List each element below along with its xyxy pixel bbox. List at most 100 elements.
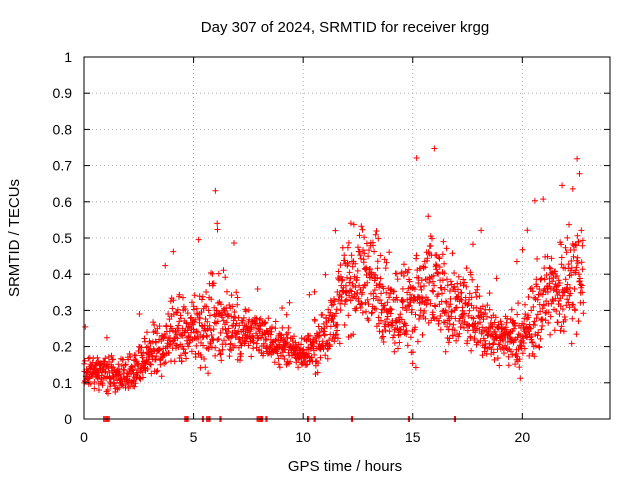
data-point	[367, 266, 374, 272]
data-point	[344, 244, 351, 251]
data-point	[248, 353, 255, 360]
data-point	[250, 345, 257, 352]
data-point	[179, 332, 186, 339]
data-point	[579, 289, 586, 296]
data-point	[488, 346, 495, 353]
data-point	[292, 347, 299, 354]
data-point	[157, 361, 164, 368]
data-point	[81, 357, 88, 364]
data-point	[423, 301, 430, 308]
data-point	[331, 338, 338, 345]
data-point	[471, 335, 478, 342]
data-point	[175, 327, 182, 334]
data-point	[437, 313, 444, 319]
data-point	[330, 319, 337, 326]
data-point	[336, 340, 343, 347]
data-point	[521, 345, 528, 352]
data-point	[347, 220, 354, 227]
data-point	[343, 282, 349, 289]
data-point	[465, 312, 472, 319]
data-point	[347, 297, 354, 304]
data-point	[453, 337, 460, 344]
data-point	[534, 296, 541, 303]
y-tick-label: 1	[64, 49, 72, 65]
data-point	[388, 306, 395, 313]
data-point	[239, 317, 246, 324]
data-point	[188, 348, 195, 355]
data-point	[287, 358, 294, 365]
data-point	[128, 363, 135, 370]
data-point	[201, 356, 208, 362]
data-point	[221, 337, 227, 344]
data-point	[361, 250, 368, 257]
data-point	[296, 345, 303, 352]
data-point	[400, 272, 407, 279]
data-point	[500, 337, 507, 344]
data-point	[260, 340, 267, 347]
data-point	[253, 340, 260, 347]
data-point	[432, 303, 439, 310]
data-point	[153, 353, 160, 360]
data-point	[199, 293, 206, 300]
data-point	[431, 282, 438, 289]
data-point	[346, 269, 353, 276]
data-point	[438, 285, 445, 291]
data-point	[526, 352, 533, 359]
data-point	[350, 331, 357, 338]
data-point	[516, 364, 523, 371]
data-point	[215, 336, 222, 342]
data-point	[529, 288, 536, 295]
data-point	[518, 343, 525, 350]
data-point	[377, 252, 384, 259]
data-point	[450, 332, 456, 339]
data-point	[569, 185, 576, 192]
data-point	[130, 371, 137, 377]
data-point	[404, 269, 411, 276]
data-point	[397, 311, 404, 318]
data-point	[473, 293, 480, 300]
data-point	[457, 324, 464, 330]
data-point	[185, 343, 192, 350]
data-point	[422, 264, 429, 271]
data-point	[417, 307, 424, 314]
data-point	[564, 281, 571, 288]
data-point	[298, 335, 305, 342]
data-point	[192, 316, 199, 323]
data-point	[200, 342, 206, 349]
data-point	[119, 356, 126, 363]
data-point	[215, 270, 222, 277]
data-point	[415, 280, 422, 286]
data-point	[529, 339, 536, 345]
data-point	[519, 350, 526, 357]
data-point	[359, 301, 366, 308]
data-point	[129, 366, 136, 373]
data-point	[579, 242, 586, 249]
data-point	[269, 339, 276, 346]
data-points	[81, 145, 587, 422]
data-point	[263, 336, 270, 342]
data-point	[545, 319, 552, 326]
data-point	[458, 289, 465, 296]
data-point	[91, 379, 98, 385]
data-point	[539, 316, 546, 323]
data-point	[574, 260, 581, 267]
data-point	[277, 331, 284, 338]
data-point	[444, 276, 450, 283]
data-point	[573, 242, 580, 249]
data-point	[176, 291, 183, 298]
data-point	[463, 283, 470, 290]
data-point	[446, 321, 453, 327]
data-point	[504, 315, 511, 322]
data-point	[234, 301, 241, 308]
data-point	[466, 290, 473, 297]
data-point	[404, 296, 411, 303]
data-point	[110, 356, 116, 363]
data-point	[174, 335, 181, 342]
data-point	[331, 298, 338, 305]
data-point	[345, 312, 352, 319]
data-point	[547, 285, 554, 292]
data-point	[426, 279, 433, 286]
data-point	[374, 258, 381, 265]
data-point	[380, 339, 387, 345]
data-point	[439, 277, 446, 284]
